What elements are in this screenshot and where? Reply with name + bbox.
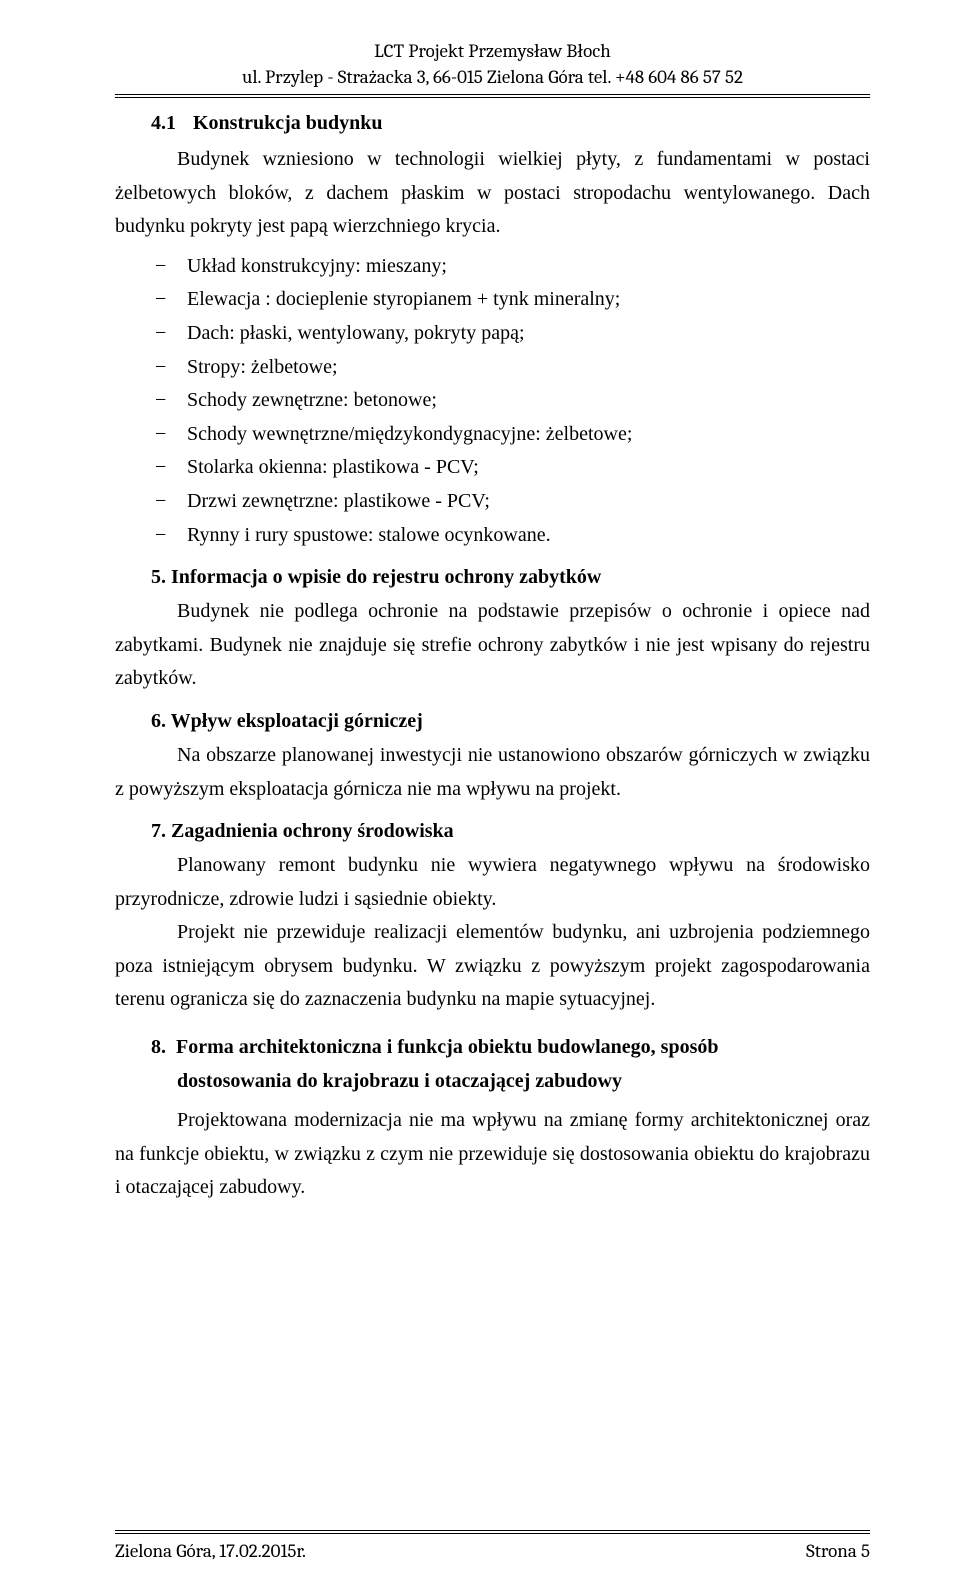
footer-rule: [115, 1530, 870, 1531]
list-item: −Dach: płaski, wentylowany, pokryty papą…: [153, 317, 870, 351]
section-6-heading: 6. Wpływ eksploatacji górniczej: [151, 710, 870, 733]
section-7-p2: Projekt nie przewiduje realizacji elemen…: [115, 916, 870, 1017]
footer-date: Zielona Góra, 17.02.2015r.: [115, 1540, 306, 1562]
dash-icon: −: [153, 250, 187, 284]
dash-icon: −: [153, 283, 187, 317]
section-4-1-intro: Budynek wzniesiono w technologii wielkie…: [115, 143, 870, 244]
page: LCT Projekt Przemysław Błoch ul. Przylep…: [0, 0, 960, 1588]
header-address: ul. Przylep - Strażacka 3, 66-015 Zielon…: [115, 66, 870, 88]
section-5-body: Budynek nie podlega ochronie na podstawi…: [115, 595, 870, 696]
header-rule-thin: [115, 97, 870, 98]
page-header: LCT Projekt Przemysław Błoch ul. Przylep…: [115, 40, 870, 98]
construction-list: −Układ konstrukcyjny: mieszany; −Elewacj…: [153, 250, 870, 552]
page-footer: Zielona Góra, 17.02.2015r. Strona 5: [115, 1530, 870, 1562]
section-number: 4.1: [151, 112, 193, 135]
footer-rule-thin: [115, 1533, 870, 1534]
list-item: −Elewacja : docieplenie styropianem + ty…: [153, 283, 870, 317]
list-item-text: Stolarka okienna: plastikowa - PCV;: [187, 451, 870, 485]
dash-icon: −: [153, 351, 187, 385]
list-item-text: Układ konstrukcyjny: mieszany;: [187, 250, 870, 284]
section-4-1-heading: 4.1Konstrukcja budynku: [151, 112, 870, 135]
section-8-line2: dostosowania do krajobrazu i otaczającej…: [177, 1065, 870, 1099]
section-8-heading: 8. Forma architektoniczna i funkcja obie…: [151, 1031, 870, 1098]
list-item: −Układ konstrukcyjny: mieszany;: [153, 250, 870, 284]
list-item-text: Schody zewnętrzne: betonowe;: [187, 384, 870, 418]
dash-icon: −: [153, 384, 187, 418]
footer-page: Strona 5: [806, 1540, 870, 1562]
section-8-line1: Forma architektoniczna i funkcja obiektu…: [176, 1036, 718, 1058]
section-5-heading: 5. Informacja o wpisie do rejestru ochro…: [151, 566, 870, 589]
section-6-body: Na obszarze planowanej inwestycji nie us…: [115, 739, 870, 806]
list-item: −Stropy: żelbetowe;: [153, 351, 870, 385]
list-item-text: Schody wewnętrzne/międzykondygnacyjne: ż…: [187, 418, 870, 452]
dash-icon: −: [153, 418, 187, 452]
list-item-text: Elewacja : docieplenie styropianem + tyn…: [187, 283, 870, 317]
section-7-heading: 7. Zagadnienia ochrony środowiska: [151, 820, 870, 843]
list-item: −Drzwi zewnętrzne: plastikowe - PCV;: [153, 485, 870, 519]
dash-icon: −: [153, 485, 187, 519]
list-item: −Schody zewnętrzne: betonowe;: [153, 384, 870, 418]
list-item-text: Rynny i rury spustowe: stalowe ocynkowan…: [187, 519, 870, 553]
list-item-text: Dach: płaski, wentylowany, pokryty papą;: [187, 317, 870, 351]
section-7-p1: Planowany remont budynku nie wywiera neg…: [115, 849, 870, 916]
dash-icon: −: [153, 519, 187, 553]
section-8-body: Projektowana modernizacja nie ma wpływu …: [115, 1104, 870, 1205]
section-8-num: 8.: [151, 1036, 166, 1058]
dash-icon: −: [153, 451, 187, 485]
footer-row: Zielona Góra, 17.02.2015r. Strona 5: [115, 1540, 870, 1562]
list-item: −Rynny i rury spustowe: stalowe ocynkowa…: [153, 519, 870, 553]
list-item-text: Drzwi zewnętrzne: plastikowe - PCV;: [187, 485, 870, 519]
dash-icon: −: [153, 317, 187, 351]
list-item: −Stolarka okienna: plastikowa - PCV;: [153, 451, 870, 485]
header-company: LCT Projekt Przemysław Błoch: [115, 40, 870, 62]
section-title: Konstrukcja budynku: [193, 112, 383, 134]
list-item: −Schody wewnętrzne/międzykondygnacyjne: …: [153, 418, 870, 452]
header-rule: [115, 94, 870, 95]
list-item-text: Stropy: żelbetowe;: [187, 351, 870, 385]
